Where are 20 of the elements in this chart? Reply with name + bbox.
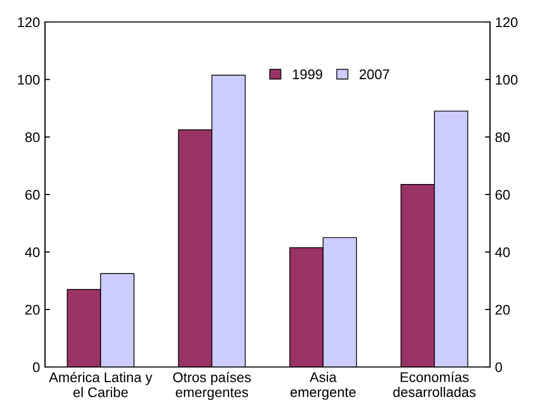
y-tick-label: 0 bbox=[32, 362, 40, 372]
x-tick-label: Asia emergente bbox=[290, 372, 356, 400]
x-tick-label: América Latina y el Caribe bbox=[48, 372, 152, 398]
y-tick-label: 80 bbox=[25, 132, 40, 142]
y2-tick-label: 120 bbox=[496, 17, 518, 28]
x-tick-label: Economías desarrolladas bbox=[393, 372, 476, 398]
y2-tick-label: 60 bbox=[496, 190, 510, 200]
y2-tick-label: 100 bbox=[496, 74, 518, 85]
y-tick-label: 40 bbox=[25, 247, 40, 258]
y-tick-label: 60 bbox=[25, 190, 40, 200]
y2-tick-label: 80 bbox=[495, 132, 510, 142]
x-tick-label: Otros países emergentes bbox=[173, 372, 251, 400]
y-tick-label: 120 bbox=[18, 17, 40, 28]
y-tick-label: 100 bbox=[18, 74, 40, 85]
y2-tick-label: 20 bbox=[496, 304, 510, 315]
legend-label: 1999 bbox=[293, 69, 322, 80]
legend-label: 2007 bbox=[360, 69, 390, 80]
y2-tick-label: 0 bbox=[495, 362, 502, 372]
y-tick-label: 20 bbox=[25, 304, 40, 315]
y2-tick-label: 40 bbox=[495, 247, 510, 258]
